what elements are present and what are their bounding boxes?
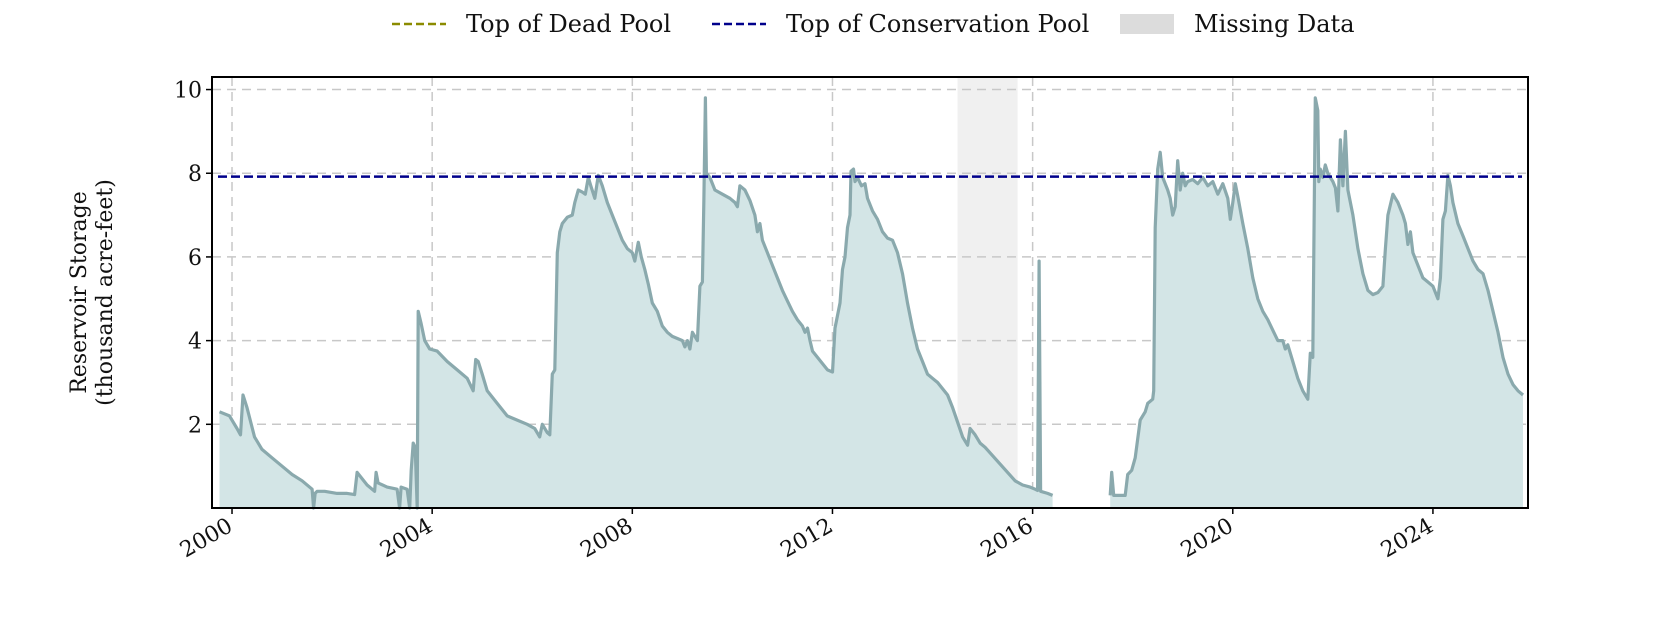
plot-frame	[211, 76, 1529, 509]
storage-area	[1110, 97, 1523, 509]
legend-label-dead: Top of Dead Pool	[466, 10, 671, 38]
x-tick-label: 2000	[176, 514, 237, 564]
x-tick-label: 2024	[1377, 514, 1438, 564]
legend-label-missing: Missing Data	[1194, 10, 1355, 38]
y-tick-label: 6	[188, 246, 202, 271]
x-tick-label: 2004	[376, 514, 437, 564]
y-axis-label: Reservoir Storage	[67, 191, 92, 394]
y-tick-label: 2	[188, 413, 202, 438]
storage-line	[218, 96, 1054, 510]
y-tick-label: 10	[174, 79, 202, 104]
y-axis-label-units: (thousand acre-feet)	[93, 179, 118, 406]
storage-line	[1108, 96, 1525, 497]
storage-area	[219, 97, 1053, 509]
legend-item-dead: Top of Dead Pool	[392, 10, 671, 38]
x-tick-label: 2008	[576, 514, 637, 564]
legend-item-missing: Missing Data	[1120, 10, 1355, 38]
x-tick-label: 2020	[1177, 514, 1238, 564]
x-tick-label: 2012	[776, 514, 837, 564]
legend-label-conservation: Top of Conservation Pool	[786, 10, 1089, 38]
legend-item-conservation: Top of Conservation Pool	[712, 10, 1089, 38]
y-tick-label: 4	[188, 330, 202, 355]
legend-swatch-missing	[1120, 14, 1174, 34]
plot-area	[212, 77, 1528, 510]
legend: Top of Dead Pool Top of Conservation Pool…	[392, 10, 1355, 38]
x-tick-label: 2016	[977, 514, 1038, 564]
y-tick-label: 8	[188, 162, 202, 187]
